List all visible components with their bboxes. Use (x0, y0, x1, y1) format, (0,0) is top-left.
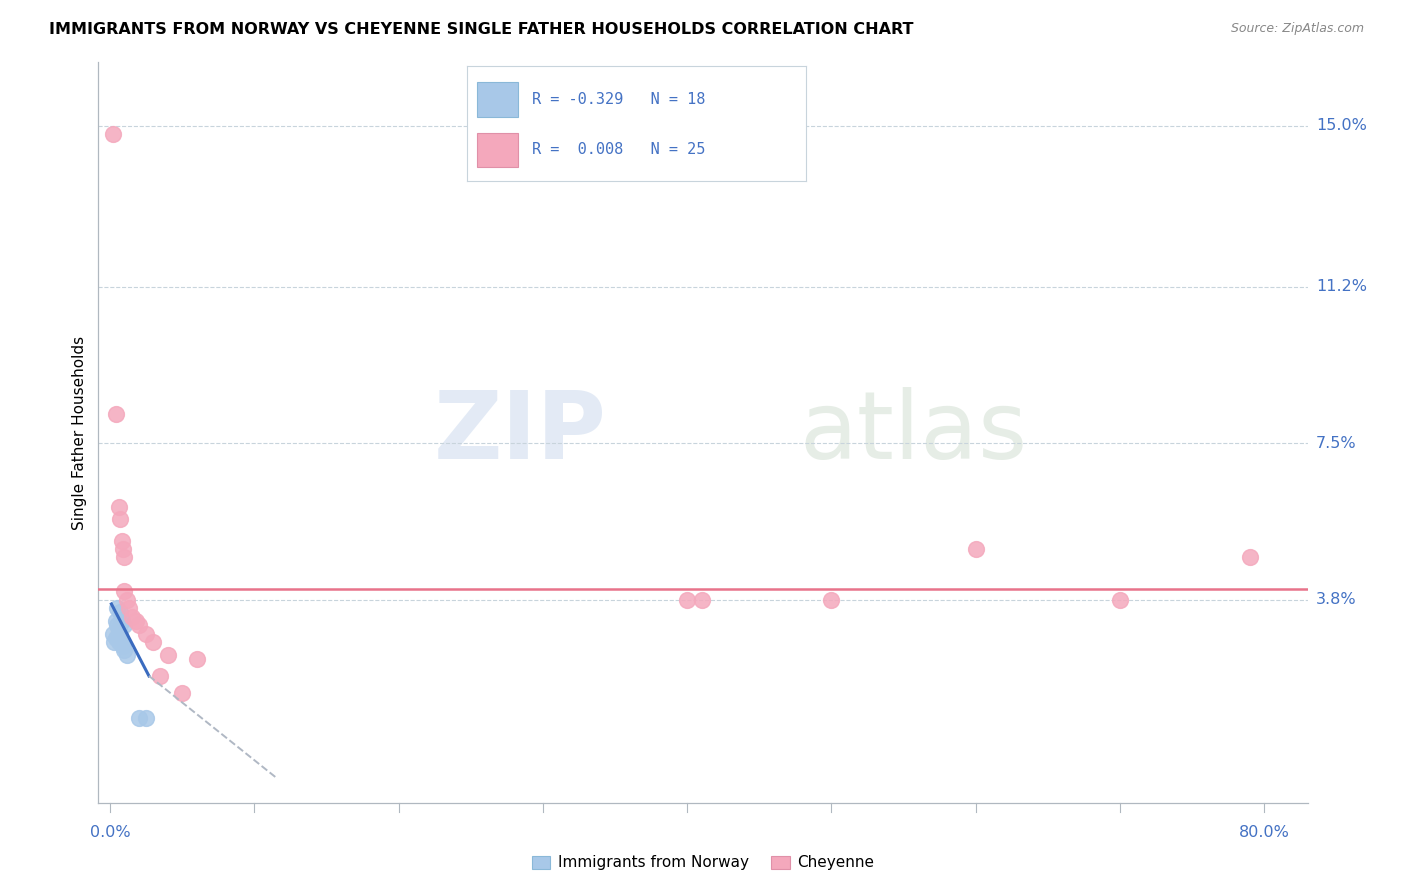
Point (117, 648, 139, 662)
Point (135, 711, 157, 725)
Text: 3.8%: 3.8% (1316, 592, 1357, 607)
Point (105, 618, 128, 632)
Point (105, 601, 128, 615)
Point (820, 592, 842, 607)
Point (108, 606, 131, 620)
Point (108, 626, 131, 640)
Point (107, 635, 129, 649)
Point (104, 614, 127, 628)
Point (112, 643, 135, 657)
Point (101, 626, 124, 640)
Point (112, 550, 135, 565)
Point (142, 635, 165, 649)
Point (149, 669, 172, 683)
Y-axis label: Single Father Households: Single Father Households (72, 335, 87, 530)
Point (172, 686, 194, 700)
Point (117, 592, 139, 607)
Point (135, 626, 157, 640)
Point (128, 618, 150, 632)
Point (186, 652, 208, 666)
Text: 11.2%: 11.2% (1316, 279, 1367, 294)
Point (965, 541, 987, 556)
Point (676, 592, 699, 607)
Point (1239, 550, 1261, 565)
Point (690, 592, 713, 607)
Point (101, 128, 124, 142)
Point (1109, 592, 1132, 607)
Point (111, 541, 134, 556)
Point (125, 614, 148, 628)
Point (110, 635, 132, 649)
Text: 80.0%: 80.0% (1239, 825, 1289, 840)
Point (108, 512, 131, 526)
Point (110, 614, 132, 628)
Point (104, 407, 127, 421)
Point (118, 601, 141, 615)
Point (121, 609, 143, 624)
Text: IMMIGRANTS FROM NORWAY VS CHEYENNE SINGLE FATHER HOUSEHOLDS CORRELATION CHART: IMMIGRANTS FROM NORWAY VS CHEYENNE SINGL… (49, 22, 914, 37)
Text: 0.0%: 0.0% (90, 825, 131, 840)
Text: 15.0%: 15.0% (1316, 119, 1367, 134)
Point (112, 584, 135, 599)
Text: atlas: atlas (800, 386, 1028, 479)
Text: ZIP: ZIP (433, 386, 606, 479)
Text: 7.5%: 7.5% (1316, 435, 1357, 450)
Point (103, 635, 125, 649)
Point (156, 648, 179, 662)
Legend: Immigrants from Norway, Cheyenne: Immigrants from Norway, Cheyenne (526, 849, 880, 877)
Point (112, 618, 135, 632)
Point (110, 533, 132, 548)
Point (107, 623, 129, 637)
Point (107, 500, 129, 514)
Text: Source: ZipAtlas.com: Source: ZipAtlas.com (1230, 22, 1364, 36)
Point (111, 640, 134, 654)
Point (104, 631, 127, 645)
Point (128, 711, 150, 725)
